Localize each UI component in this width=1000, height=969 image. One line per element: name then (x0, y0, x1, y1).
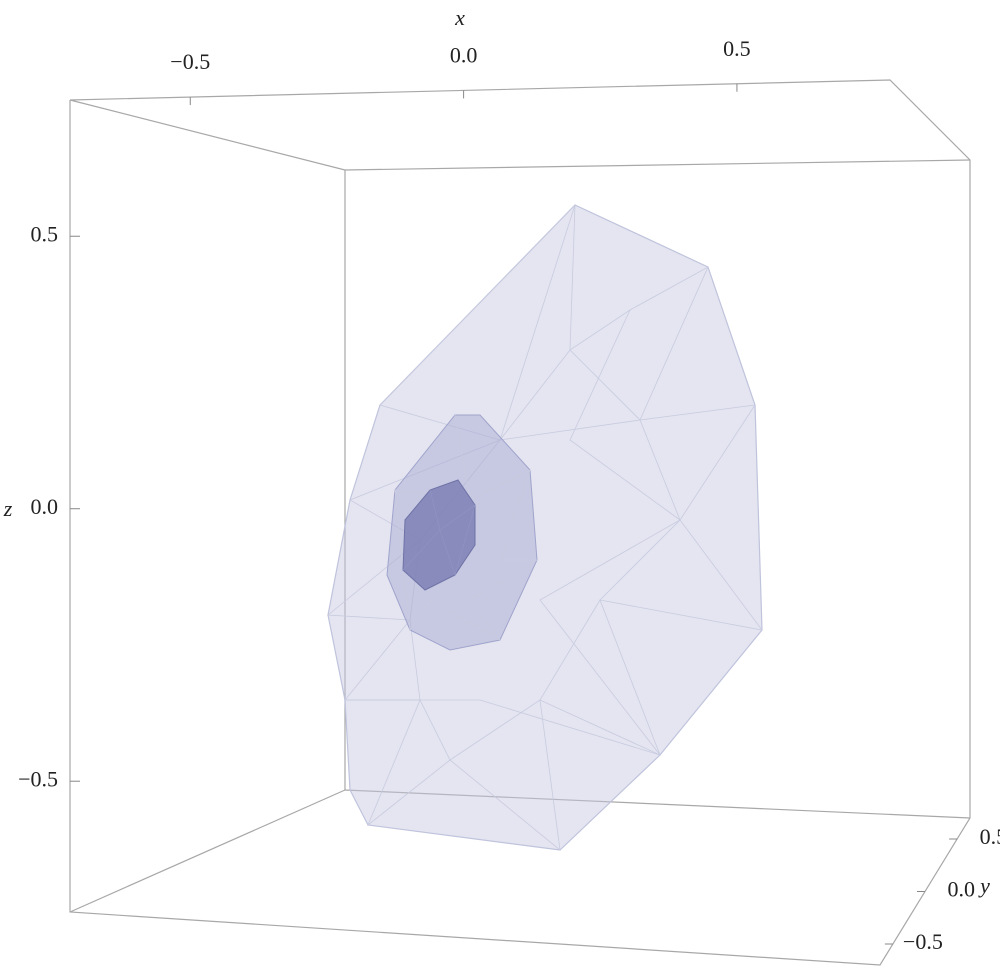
x-tick-label: 0.5 (723, 36, 751, 61)
y-axis-label: y (978, 873, 990, 898)
z-tick-label: 0.0 (31, 494, 59, 519)
outer-surface (326, 203, 763, 851)
x-tick-label: −0.5 (170, 49, 210, 74)
x-axis-label: x (454, 5, 465, 30)
z-tick-label: −0.5 (18, 766, 58, 791)
z-tick-label: 0.5 (31, 221, 59, 246)
y-tick-label: −0.5 (903, 929, 943, 954)
bounding-box (69, 79, 971, 966)
z-axis-label: z (3, 496, 13, 521)
y-tick-label: 0.0 (948, 877, 976, 902)
y-tick-label: 0.5 (980, 824, 1000, 849)
x-tick-label: 0.0 (450, 42, 478, 67)
inner-surface (402, 479, 476, 591)
